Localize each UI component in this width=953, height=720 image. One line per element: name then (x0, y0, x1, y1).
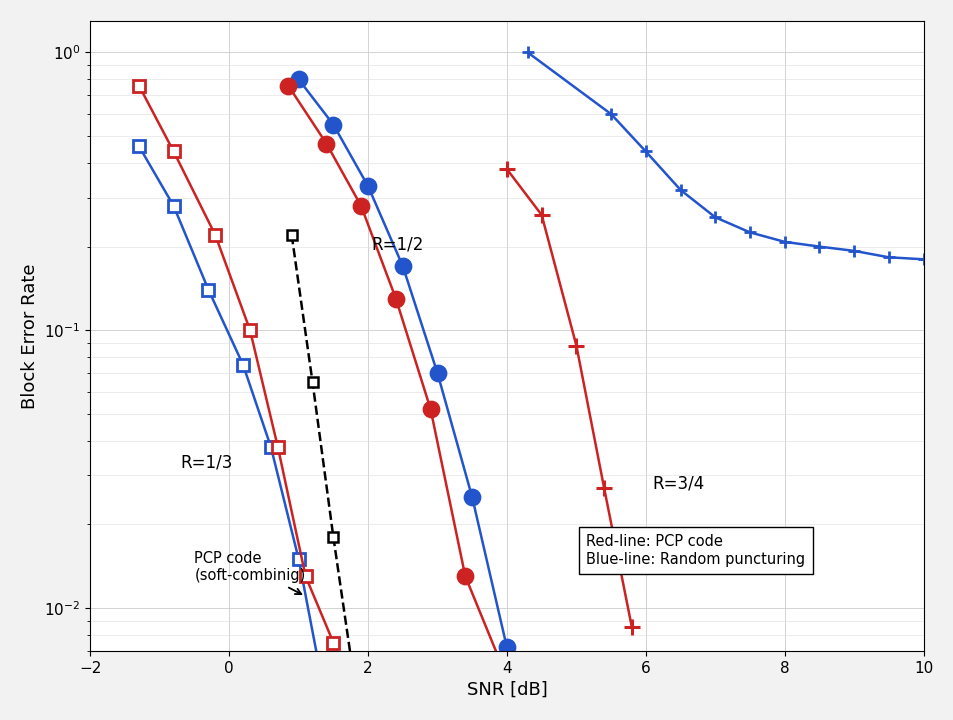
Text: PCP code
(soft-combinig): PCP code (soft-combinig) (194, 551, 305, 594)
Text: R=1/3: R=1/3 (180, 454, 233, 472)
Text: R=3/4: R=3/4 (652, 474, 704, 492)
Y-axis label: Block Error Rate: Block Error Rate (21, 263, 39, 409)
X-axis label: SNR [dB]: SNR [dB] (466, 681, 547, 699)
Text: R=1/2: R=1/2 (371, 235, 423, 253)
Text: Red-line: PCP code
Blue-line: Random puncturing: Red-line: PCP code Blue-line: Random pun… (585, 534, 804, 567)
